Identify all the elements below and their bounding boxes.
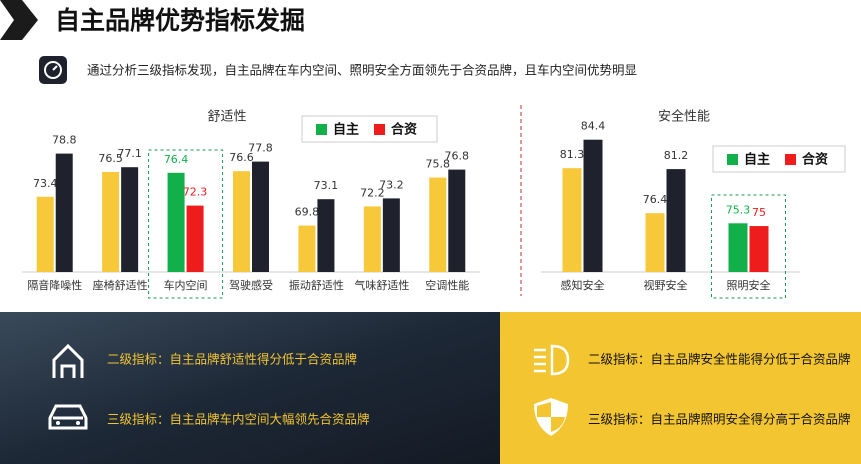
bar: [167, 172, 185, 272]
value-label: 69.8: [295, 206, 320, 219]
bar: [429, 177, 447, 272]
bar: [448, 169, 466, 272]
legend-swatch: [316, 124, 327, 135]
car-icon-light: [56, 421, 60, 425]
bar: [102, 172, 120, 272]
value-label: 76.6: [229, 151, 254, 164]
x-tick-label: 视野安全: [644, 278, 688, 292]
right-panel: [500, 312, 861, 464]
value-label: 76.8: [445, 150, 470, 163]
x-tick-label: 隔音降噪性: [27, 278, 82, 292]
value-label: 77.8: [248, 142, 273, 155]
value-label: 73.2: [379, 178, 404, 191]
value-label: 76.4: [643, 193, 668, 206]
value-label: 72.3: [183, 186, 208, 199]
value-label: 75.8: [426, 158, 451, 171]
x-tick-label: 座椅舒适性: [93, 278, 148, 292]
car-icon: [48, 404, 88, 430]
header-arrow: [0, 0, 38, 40]
bar: [121, 167, 139, 272]
lamp-icon: [534, 344, 570, 376]
left-panel: [0, 312, 500, 464]
legend-label: 自主: [744, 152, 770, 168]
bar: [583, 139, 603, 272]
x-tick-label: 气味舒适性: [354, 278, 409, 292]
legend-label: 合资: [391, 122, 417, 138]
value-label: 78.8: [52, 134, 77, 147]
bar: [36, 196, 54, 272]
shield-icon-pattern: [537, 402, 565, 432]
bar: [728, 223, 748, 272]
legend-swatch: [374, 124, 385, 135]
x-tick-label: 感知安全: [561, 278, 605, 292]
bar: [233, 171, 250, 272]
value-label: 77.1: [117, 147, 142, 160]
bar: [317, 199, 335, 272]
value-label: 72.2: [360, 186, 385, 199]
legend-label: 自主: [333, 122, 359, 138]
bar: [298, 225, 316, 272]
highlight-box: [148, 149, 224, 299]
x-tick-label: 振动舒适性: [289, 278, 344, 292]
bar: [363, 206, 381, 272]
value-label: 73.1: [314, 179, 339, 192]
bar: [666, 169, 686, 272]
finding: 三级指标：自主品牌照明安全得分高于合资品牌: [588, 412, 851, 427]
finding: 三级指标：自主品牌车内空间大幅领先合资品牌: [107, 412, 370, 427]
value-label: 84.4: [581, 120, 606, 133]
x-tick-label: 驾驶感受: [229, 278, 273, 292]
value-label: 81.3: [560, 148, 585, 161]
x-tick-label: 车内空间: [164, 278, 208, 292]
x-tick-label: 空调性能: [425, 278, 469, 292]
bar: [382, 198, 400, 272]
subtitle-icon-gauge: [44, 61, 62, 79]
highlight-box: [711, 194, 786, 299]
bar: [562, 168, 582, 272]
x-tick-label: 照明安全: [727, 278, 771, 292]
finding: 二级指标：自主品牌舒适性得分低于合资品牌: [107, 352, 357, 367]
page-title: 自主品牌优势指标发掘: [55, 6, 305, 35]
subtitle: 通过分析三级指标发现，自主品牌在车内空间、照明安全方面领先于合资品牌，且车内空间…: [87, 63, 637, 78]
value-label: 76.4: [164, 153, 189, 166]
bar: [55, 153, 73, 272]
value-label: 75: [752, 206, 766, 219]
bar: [645, 213, 665, 272]
value-label: 81.2: [664, 149, 689, 162]
legend-swatch: [785, 154, 796, 165]
house-icon: [52, 343, 84, 378]
value-label: 73.4: [33, 177, 58, 190]
legend-swatch: [727, 154, 738, 165]
bar: [252, 161, 269, 272]
value-label: 76.5: [98, 152, 123, 165]
legend-label: 合资: [802, 152, 828, 168]
chart-title: 舒适性: [207, 110, 246, 125]
bar: [749, 226, 769, 272]
car-icon-light: [76, 421, 80, 425]
bar: [186, 205, 204, 272]
value-label: 75.3: [726, 203, 751, 216]
finding: 二级指标：自主品牌安全性能得分低于合资品牌: [588, 352, 851, 367]
subtitle-icon-needle: [52, 65, 58, 71]
chart-title: 安全性能: [658, 109, 710, 125]
